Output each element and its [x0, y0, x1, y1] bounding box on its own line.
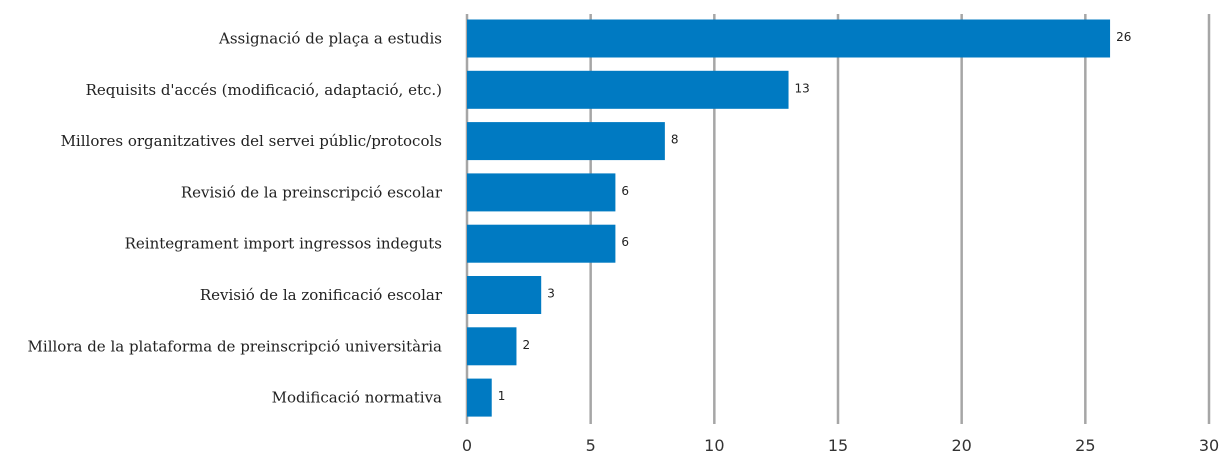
data-label: 6 — [621, 235, 629, 249]
x-tick-label: 5 — [586, 436, 596, 455]
x-tick-label: 20 — [951, 436, 971, 455]
data-label: 8 — [671, 133, 679, 147]
bar — [467, 276, 542, 314]
x-tick-label: 10 — [704, 436, 724, 455]
data-label: 2 — [522, 338, 530, 352]
category-label: Revisió de la zonificació escolar — [200, 286, 443, 304]
x-tick-label: 0 — [462, 436, 472, 455]
category-label: Reintegrament import ingressos indeguts — [125, 235, 442, 253]
bar — [467, 378, 492, 417]
bar — [467, 70, 789, 109]
x-axis-tick-labels: 0 5 10 15 20 25 30 — [462, 436, 1219, 455]
x-tick-label: 25 — [1075, 436, 1095, 455]
data-label: 26 — [1116, 30, 1131, 44]
data-label: 3 — [547, 287, 555, 301]
category-label: Millores organitzatives del servei públi… — [61, 132, 442, 150]
bar — [467, 224, 616, 263]
x-tick-label: 15 — [828, 436, 848, 455]
category-labels: Assignació de plaça a estudis Requisits d… — [28, 30, 443, 407]
category-label: Assignació de plaça a estudis — [218, 30, 442, 48]
x-tick-label: 30 — [1199, 436, 1219, 455]
category-label: Requisits d'accés (modificació, adaptaci… — [86, 81, 442, 99]
category-label: Modificació normativa — [272, 389, 442, 407]
data-label: 6 — [621, 184, 629, 198]
data-label: 13 — [795, 81, 810, 95]
bar — [467, 122, 665, 161]
bar — [467, 327, 517, 366]
bar — [467, 19, 1111, 58]
data-labels: 26 13 8 6 6 3 2 1 — [498, 30, 1132, 403]
category-label: Millora de la plataforma de preinscripci… — [28, 337, 443, 355]
category-label: Revisió de la preinscripció escolar — [181, 183, 443, 201]
bar — [467, 173, 616, 212]
data-label: 1 — [498, 389, 506, 403]
bars — [467, 19, 1111, 417]
